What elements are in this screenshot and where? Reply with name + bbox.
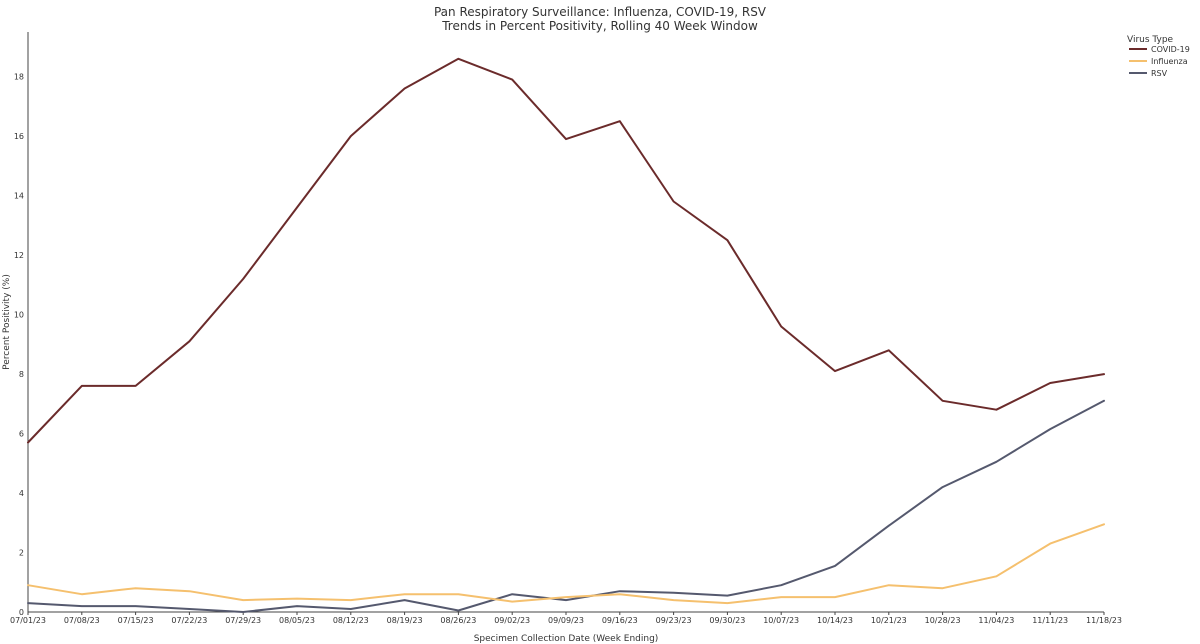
x-tick-labels: 07/01/23 07/08/23 07/15/23 07/22/23 07/29/23…	[10, 612, 1122, 625]
legend-item-rsv[interactable]: RSV	[1129, 69, 1168, 78]
legend-label: RSV	[1151, 69, 1168, 78]
legend-label: Influenza	[1151, 57, 1188, 66]
x-tick-label: 09/02/23	[494, 616, 530, 625]
x-tick-label: 08/19/23	[387, 616, 423, 625]
series-line-influenza	[27, 523, 1105, 605]
x-tick-label: 07/22/23	[171, 616, 207, 625]
axes	[27, 32, 1104, 613]
y-tick-label: 18	[14, 73, 24, 82]
y-tick-label: 4	[19, 489, 24, 498]
legend-item-influenza[interactable]: Influenza	[1129, 57, 1188, 66]
x-tick-label: 07/01/23	[10, 616, 46, 625]
chart-title: Pan Respiratory Surveillance: Influenza,…	[434, 5, 767, 19]
y-tick-label: 10	[14, 311, 24, 320]
y-tick-label: 0	[19, 608, 24, 617]
x-tick-label: 10/07/23	[763, 616, 799, 625]
y-tick-label: 2	[19, 549, 24, 558]
x-tick-label: 09/30/23	[709, 616, 745, 625]
y-tick-label: 14	[14, 192, 24, 201]
x-tick-label: 10/14/23	[817, 616, 853, 625]
series-line-covid-19	[27, 57, 1105, 444]
x-tick-label: 10/21/23	[871, 616, 907, 625]
x-tick-label: 11/18/23	[1086, 616, 1122, 625]
y-tick-label: 12	[14, 251, 24, 260]
y-axis-label: Percent Positivity (%)	[2, 274, 12, 370]
series-line-rsv	[27, 399, 1105, 613]
x-axis-label: Specimen Collection Date (Week Ending)	[474, 634, 659, 644]
x-tick-label: 09/09/23	[548, 616, 584, 625]
y-tick-label: 16	[14, 132, 24, 141]
x-tick-label: 08/05/23	[279, 616, 315, 625]
x-tick-label: 09/23/23	[656, 616, 692, 625]
x-tick-label: 07/08/23	[64, 616, 100, 625]
chart-subtitle: Trends in Percent Positivity, Rolling 40…	[441, 19, 758, 33]
x-tick-label: 11/11/23	[1032, 616, 1068, 625]
x-tick-label: 07/29/23	[225, 616, 261, 625]
x-tick-label: 07/15/23	[118, 616, 154, 625]
legend: Virus Type COVID-19 Influenza RSV	[1127, 35, 1190, 78]
x-tick-label: 08/12/23	[333, 616, 369, 625]
y-tick-label: 6	[19, 430, 24, 439]
y-tick-label: 8	[19, 370, 24, 379]
y-tick-labels: 0 2 4 6 8 10 12 14 16 18	[14, 73, 24, 617]
x-tick-label: 10/28/23	[925, 616, 961, 625]
x-tick-label: 09/16/23	[602, 616, 638, 625]
x-tick-label: 08/26/23	[440, 616, 476, 625]
legend-item-covid-19[interactable]: COVID-19	[1129, 45, 1190, 54]
legend-label: COVID-19	[1151, 45, 1190, 54]
series-lines	[27, 57, 1105, 613]
legend-title: Virus Type	[1127, 35, 1174, 45]
x-tick-label: 11/04/23	[978, 616, 1014, 625]
